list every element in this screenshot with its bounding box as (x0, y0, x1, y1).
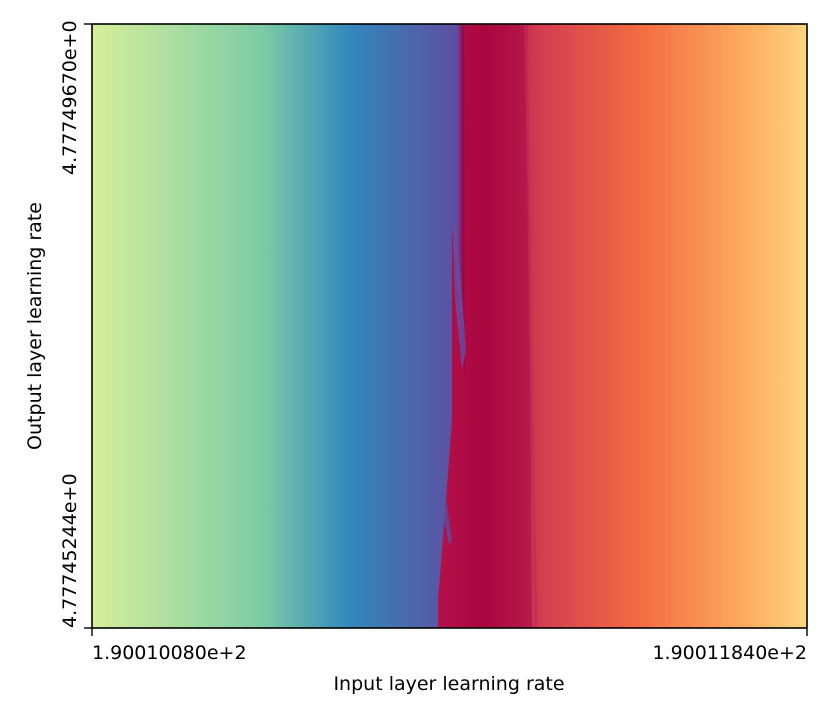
heatmap-area (92, 24, 807, 628)
y-axis-label: Output layer learning rate (24, 202, 46, 450)
x-axis-label: Input layer learning rate (333, 673, 564, 695)
y-tick-label: 4.77749670e+0 (59, 20, 81, 175)
x-tick-label: 1.90011840e+2 (652, 642, 807, 664)
y-tick-label: 4.77745244e+0 (59, 473, 81, 628)
heatmap-spike-lower (444, 498, 452, 545)
heatmap-fold-band (438, 24, 532, 628)
heatmap-spike (452, 222, 466, 370)
x-axis: 1.90010080e+2 1.90011840e+2 Input layer … (91, 628, 808, 695)
plot-frame (91, 23, 808, 629)
heatmap-ridge-line (524, 24, 538, 628)
y-axis: 4.77745244e+0 4.77749670e+0 Output layer… (24, 20, 92, 629)
x-tick-label: 1.90010080e+2 (92, 642, 247, 664)
